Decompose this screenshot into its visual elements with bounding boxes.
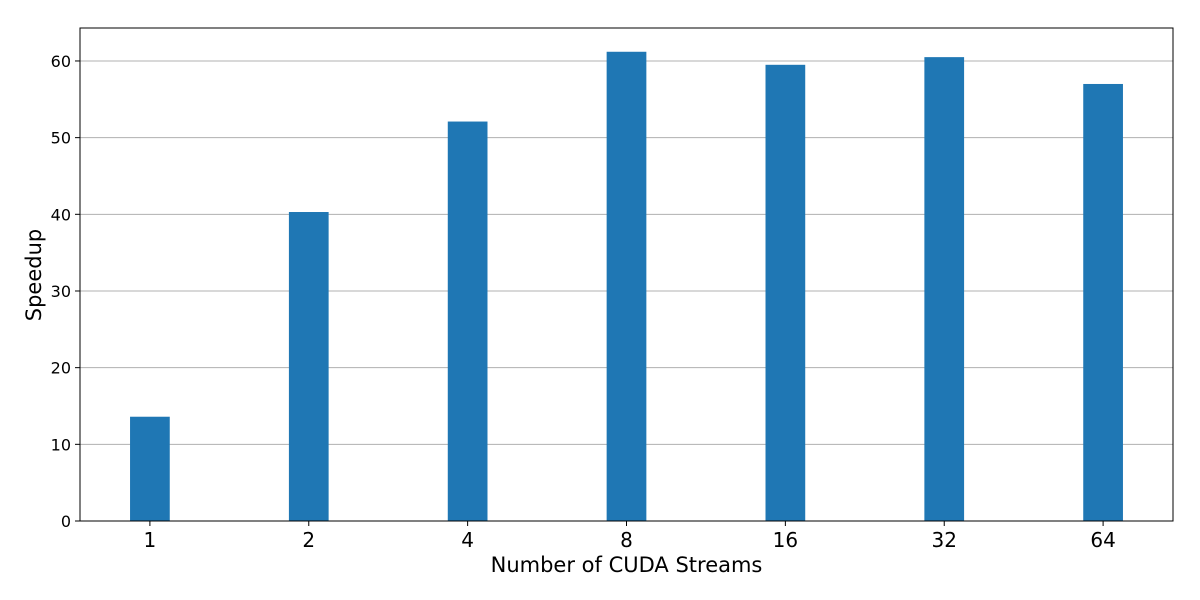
bar	[447, 121, 488, 521]
y-tick-label: 30	[51, 282, 71, 301]
x-axis-title: Number of CUDA Streams	[491, 553, 763, 577]
bar	[765, 64, 806, 521]
y-tick-label: 10	[51, 435, 71, 454]
y-axis-ticks: 0 10 20 30 40 50 60	[51, 52, 80, 531]
x-tick-label: 64	[1090, 528, 1115, 552]
x-tick-label: 32	[932, 528, 957, 552]
bar	[288, 212, 329, 521]
bar	[1083, 83, 1123, 521]
x-tick-label: 16	[773, 528, 798, 552]
bars	[130, 51, 1123, 521]
y-axis-title: Speedup	[22, 229, 46, 321]
x-tick-label: 8	[620, 528, 633, 552]
bar	[130, 416, 170, 521]
x-tick-label: 4	[461, 528, 474, 552]
bar	[924, 57, 965, 521]
bar	[606, 51, 647, 521]
y-tick-label: 0	[61, 512, 71, 531]
x-tick-label: 1	[144, 528, 157, 552]
y-tick-label: 50	[51, 129, 71, 148]
y-tick-label: 60	[51, 52, 71, 71]
x-axis-ticks: 1 2 4 8 16 32 64	[144, 521, 1116, 552]
y-tick-label: 40	[51, 205, 71, 224]
x-tick-label: 2	[302, 528, 315, 552]
y-tick-label: 20	[51, 359, 71, 378]
